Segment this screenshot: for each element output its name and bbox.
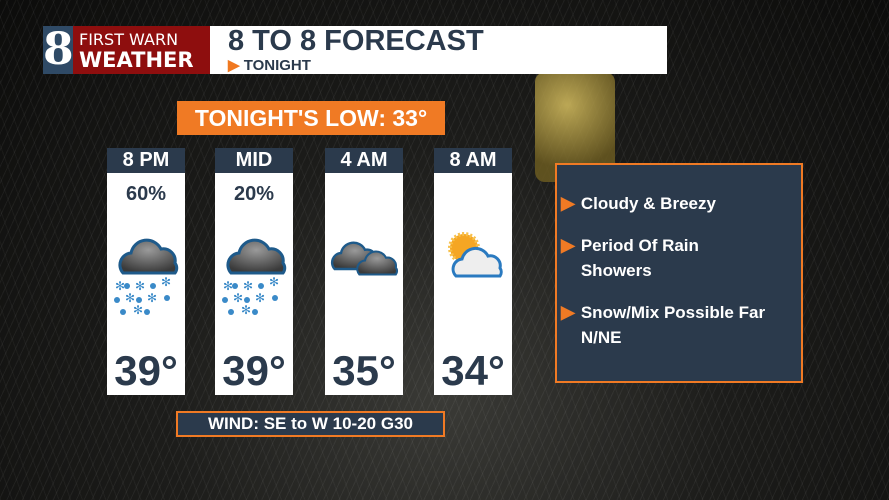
period-time: MID — [215, 148, 293, 173]
subtitle: TONIGHT — [243, 57, 311, 74]
forecast-column-8am: 8 AM 34° — [434, 148, 512, 395]
svg-text:✻: ✻ — [147, 291, 157, 305]
cloud-rain-snow-icon: ✻ ✻ ✻✻ ✻✻ — [114, 238, 179, 317]
highlight-item: Period Of Rain Showers — [580, 236, 699, 280]
bullet-arrow-icon: ▶ — [561, 235, 575, 255]
svg-text:✻: ✻ — [133, 303, 143, 317]
svg-text:✻: ✻ — [135, 279, 145, 293]
temperature: 39° — [114, 347, 178, 394]
forecast-column-8pm: 8 PM 60% ✻ ✻ ✻ ✻ ✻ ✻ 39° — [107, 148, 185, 395]
svg-text:✻: ✻ — [255, 291, 265, 305]
logo-line2: WEATHER — [79, 48, 194, 72]
svg-text:✻: ✻ — [241, 303, 251, 317]
temperature: 39° — [222, 347, 286, 394]
title-bar: 8 TO 8 FORECAST ▶ TONIGHT — [210, 26, 667, 74]
svg-text:✻: ✻ — [269, 275, 279, 289]
bullet-arrow-icon: ▶ — [561, 193, 575, 213]
forecast-highlights: ▶ Cloudy & Breezy ▶ Period Of Rain Showers… — [555, 163, 803, 383]
period-time: 8 PM — [107, 148, 185, 173]
partly-cloudy-icon — [448, 232, 503, 278]
temperature: 34° — [441, 347, 505, 394]
svg-text:✻: ✻ — [223, 279, 233, 293]
cloud-rain-snow-icon: ✻ ✻ ✻✻ ✻✻ — [222, 238, 287, 317]
station-logo: 8 FIRST WARN WEATHER — [43, 26, 210, 74]
svg-text:✻: ✻ — [243, 279, 253, 293]
forecast-column-4am: 4 AM 35° — [325, 148, 403, 395]
temperature: 35° — [332, 347, 396, 394]
logo-line1: FIRST WARN — [79, 30, 179, 49]
play-arrow-icon: ▶ — [228, 57, 244, 74]
highlight-item: Cloudy & Breezy — [580, 194, 716, 213]
bullet-arrow-icon: ▶ — [561, 302, 575, 322]
svg-text:✻: ✻ — [125, 291, 135, 305]
forecast-column-mid: MID 20% ✻ ✻ ✻ ✻ ✻ ✻ 39° — [215, 148, 293, 395]
period-time: 4 AM — [325, 148, 403, 173]
svg-text:✻: ✻ — [161, 275, 171, 289]
wind-info: WIND: SE to W 10-20 G30 — [176, 411, 445, 437]
precip-chance: 60% — [125, 183, 167, 205]
precip-chance — [434, 173, 512, 183]
logo-number: 8 — [43, 24, 74, 75]
precip-chance: 20% — [233, 183, 275, 205]
svg-text:✻: ✻ — [233, 291, 243, 305]
highlight-item: Snow/Mix Possible Far N/NE — [580, 303, 766, 347]
tonights-low: TONIGHT'S LOW: 33° — [177, 101, 445, 135]
page-title: 8 TO 8 FORECAST — [228, 25, 484, 57]
cloudy-icon — [330, 241, 399, 276]
precip-chance — [325, 173, 403, 183]
period-time: 8 AM — [434, 148, 512, 173]
svg-text:✻: ✻ — [115, 279, 125, 293]
